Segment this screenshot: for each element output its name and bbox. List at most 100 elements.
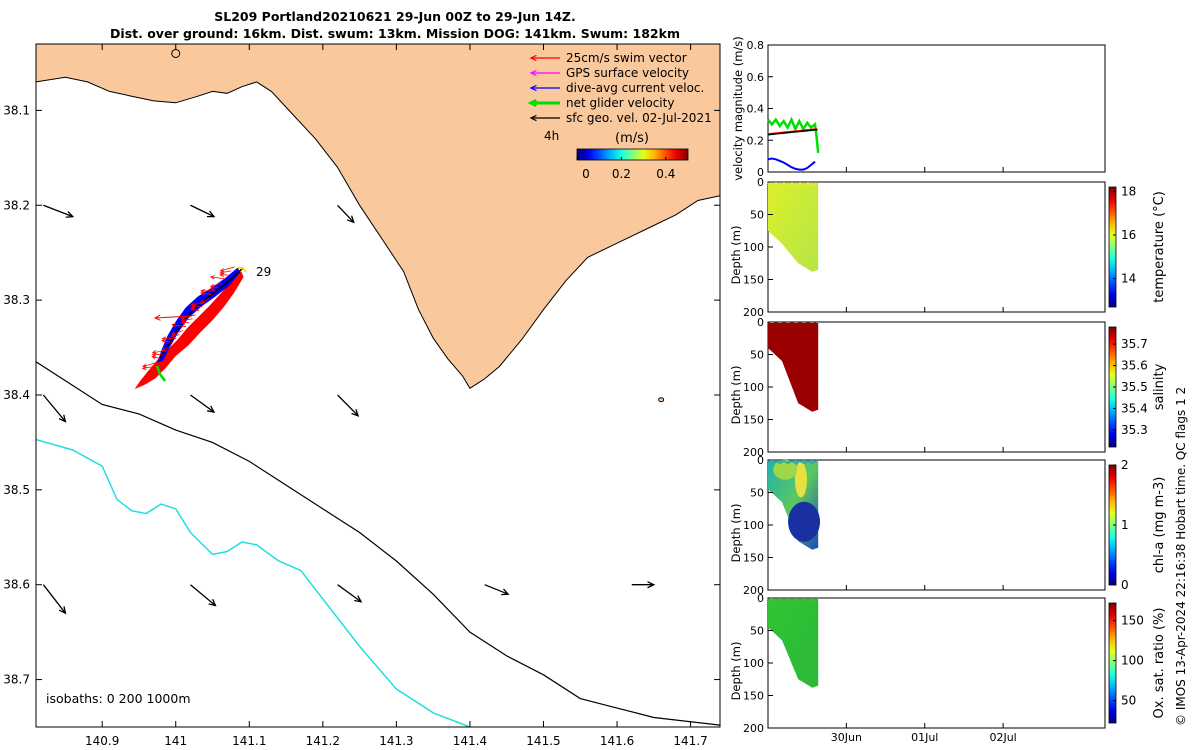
section-colorbar-tick-label: 35.5 <box>1121 380 1148 394</box>
section-y-tick-label: 0 <box>757 316 764 329</box>
geo-vector-arrow-shaft <box>337 584 362 603</box>
section-panel-frame <box>767 597 1106 729</box>
section-colorbar <box>1108 186 1117 308</box>
swim-vector-outlier-arrow-head <box>153 314 161 321</box>
geo-vector-arrow-head <box>351 409 360 417</box>
legend-arrow <box>529 69 560 77</box>
swim-vector-arrow-shaft <box>200 292 212 296</box>
geo-vector-arrow <box>42 584 67 615</box>
geo-vector-arrow-shaft <box>42 394 66 422</box>
geo-vector-arrow <box>337 584 363 603</box>
section-colorbar-tick-label: 35.3 <box>1121 423 1148 437</box>
geo-vector-arrow-head <box>206 210 216 218</box>
swim-vector-arrow-head <box>171 323 176 328</box>
geo-vector-arrow <box>337 394 360 417</box>
y-tick-label: 38.3 <box>3 293 30 307</box>
y-tick-label: 38.2 <box>3 198 30 212</box>
section-colorbar <box>1108 602 1117 724</box>
x-tick-label: 140.9 <box>85 734 119 748</box>
chart-title-line1: SL209 Portland20210621 29-Jun 00Z to 29-… <box>214 9 576 24</box>
swim-vector-arrow-head <box>141 365 147 370</box>
map-colorbar-tick-label: 0.2 <box>612 167 631 181</box>
swim-vector-arrow-shaft <box>190 308 200 312</box>
x-tick-label: 141.2 <box>306 734 340 748</box>
section-y-tick-label: 200 <box>743 306 764 319</box>
copyright-text: © IMOS 13-Apr-2024 22:16:38 Hobart time.… <box>1174 386 1188 726</box>
section-y-tick-label: 100 <box>743 241 764 254</box>
swim-vector-band <box>134 271 244 390</box>
legend-arrow <box>529 114 560 122</box>
swim-vector-arrow <box>141 365 154 370</box>
section-data-fill <box>768 323 819 412</box>
swim-vector-arrow-shaft <box>171 330 183 336</box>
swim-vector-arrow <box>180 314 196 320</box>
isobath-legend-text: isobaths: 0 200 1000m <box>46 691 191 706</box>
time-marker-label: 4h <box>544 129 559 143</box>
geo-vector-arrow <box>190 584 217 607</box>
swim-vector-arrow-head <box>180 315 186 320</box>
legend-arrow <box>529 84 560 92</box>
geo-vector-arrow-shaft <box>42 584 66 614</box>
geo-vector-arrow-head <box>501 588 510 596</box>
swim-vector-arrow <box>200 291 212 296</box>
velocity-series-line <box>767 116 820 154</box>
swim-vector-arrow-head <box>219 272 224 277</box>
section-colorbar-tick-label: 35.6 <box>1121 359 1148 373</box>
y-tick-label: 38.6 <box>3 578 30 592</box>
chla-high-patch <box>794 461 807 498</box>
swim-vector-arrow-shaft <box>220 266 235 272</box>
section-colorbar-tick-label: 1 <box>1121 518 1129 532</box>
velocity-ylabel: velocity magnitude (m/s) <box>731 36 745 181</box>
swim-vector-arrow <box>209 285 219 291</box>
geo-vector-arrow-head <box>208 598 217 607</box>
geo-vector-arrow-head <box>65 211 75 218</box>
swim-vector-arrow-head <box>209 283 215 288</box>
section-colorbar-tick-label: 0 <box>1121 578 1129 592</box>
swim-vector-arrow-head <box>170 331 176 336</box>
swim-vector-arrow-head <box>209 285 215 291</box>
swim-vector-arrow-shaft <box>191 302 206 306</box>
section-ylabel: Depth (m) <box>729 642 743 701</box>
swim-vector-outlier-arrow-shaft <box>154 315 191 319</box>
swim-vector-arrow-head <box>200 291 205 296</box>
section-y-tick-label: 0 <box>757 454 764 467</box>
date-x-tick-label: 02Jul <box>989 731 1016 744</box>
legend-label: dive-avg current veloc. <box>566 81 704 95</box>
geo-vector-arrow-head <box>206 405 216 413</box>
section-dive-tops <box>767 597 817 603</box>
y-tick-label: 38.1 <box>3 103 30 117</box>
geo-vector-arrow-shaft <box>190 394 215 413</box>
swim-vector-arrow-head <box>151 355 157 360</box>
section-colorbar-label: Ox. sat. ratio (%) <box>1152 608 1167 719</box>
section-ylabel: Depth (m) <box>729 504 743 563</box>
swim-vector-arrow-head <box>209 275 215 280</box>
legend-arrow-head <box>529 69 537 77</box>
swim-vector-arrow <box>180 320 190 325</box>
geo-vector-arrow-shaft <box>190 584 216 607</box>
swim-vector-arrow-shaft <box>210 282 222 288</box>
section-colorbar-label: chl-a (mg m-3) <box>1152 477 1167 574</box>
velocity-panel-frame <box>767 44 1106 173</box>
swim-vector-arrow-shaft <box>142 362 158 367</box>
geo-vector-arrow-head <box>354 595 363 603</box>
velocity-series-line <box>767 129 818 136</box>
geo-vector-arrow <box>43 204 75 218</box>
geo-vector-arrow <box>337 204 355 224</box>
net-glider-velocity-line <box>155 365 167 382</box>
x-tick-label: 141.3 <box>379 734 413 748</box>
legend-arrow-head <box>529 84 537 92</box>
swim-vector-arrow <box>161 339 174 344</box>
swim-vector-arrow-shaft <box>171 334 180 338</box>
section-ylabel: Depth (m) <box>729 226 743 285</box>
swim-vector-arrow-shaft <box>152 356 161 359</box>
y-tick-label: 38.7 <box>3 673 30 687</box>
x-tick-label: 141.1 <box>232 734 266 748</box>
swim-vector-arrow-head <box>219 267 225 273</box>
map-colorbar-tick-label: 0 <box>582 167 590 181</box>
geo-vector-arrow-head <box>58 414 67 423</box>
swim-vector-arrow-shaft <box>220 270 232 274</box>
map-colorbar-tick-label: 0.4 <box>656 167 675 181</box>
isobath-1000m <box>36 438 471 727</box>
swim-vector-arrow-shaft <box>161 346 171 351</box>
island <box>658 397 665 403</box>
